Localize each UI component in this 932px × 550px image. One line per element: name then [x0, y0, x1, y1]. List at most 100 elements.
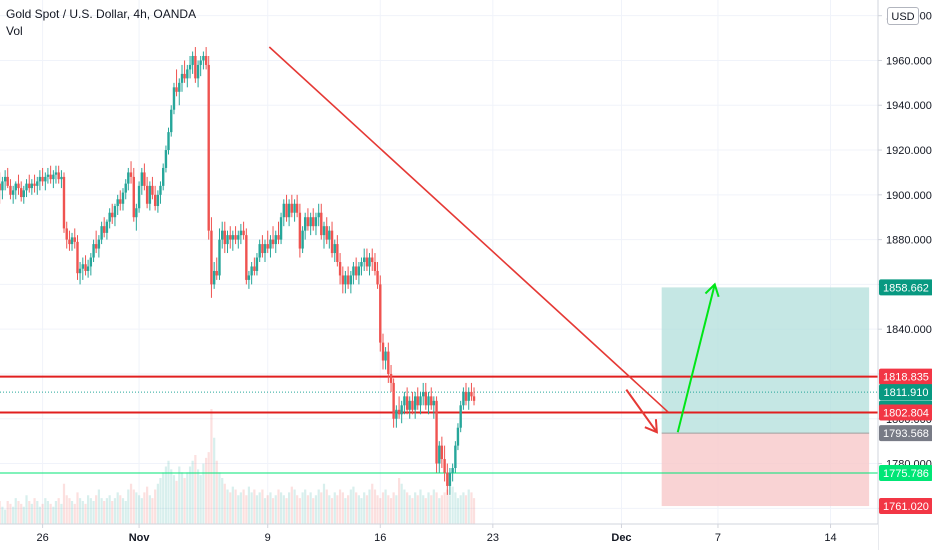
volume-bar: [25, 495, 28, 524]
candle-body: [312, 217, 315, 227]
up-arrow-head[interactable]: [704, 282, 720, 298]
volume-label: Vol: [6, 24, 23, 38]
price-tags: 1858.6621818.8351811.91002:40:511802.804…: [879, 279, 932, 515]
candle-body: [298, 212, 302, 249]
drawings[interactable]: [268, 46, 720, 434]
candle-body: [462, 391, 465, 406]
volume-bar: [389, 498, 393, 524]
volume-bar: [408, 495, 411, 524]
candle-body: [20, 188, 23, 198]
time-axis[interactable]: 26Nov91623Dec71421: [0, 523, 932, 550]
candle-body: [403, 396, 406, 406]
volume-bar: [178, 466, 181, 524]
volume-bar: [247, 486, 251, 524]
candle-body: [448, 472, 452, 486]
volume-bar: [164, 466, 168, 524]
volume-bar: [4, 509, 7, 524]
candle-body: [183, 73, 186, 79]
volume-bar: [81, 501, 84, 524]
horizontal-levels[interactable]: [0, 375, 878, 474]
candle-body: [0, 183, 1, 191]
candle-body: [443, 459, 446, 473]
candle-body: [41, 176, 44, 182]
candle-body: [242, 230, 245, 236]
candle-body: [338, 262, 342, 276]
candle-body: [151, 185, 154, 195]
down-arrow-shaft[interactable]: [625, 389, 658, 433]
up-arrow-shaft[interactable]: [676, 284, 716, 433]
volume-bar: [191, 460, 194, 524]
candle-body: [379, 284, 382, 343]
volume-bar: [330, 498, 334, 524]
volume-bar: [464, 495, 468, 524]
volume-bar: [129, 483, 133, 524]
candle-body: [218, 239, 221, 276]
volume-bar: [234, 489, 237, 524]
volume-bar: [78, 498, 82, 524]
volume-bar: [285, 498, 288, 524]
volume-bar: [62, 483, 66, 524]
volume-bar: [215, 460, 218, 524]
volume-bar: [392, 492, 395, 524]
candle-body: [258, 244, 261, 258]
volume-bars: [0, 409, 476, 524]
currency-button[interactable]: USD: [887, 7, 919, 25]
candle-body: [317, 212, 320, 218]
candle-body: [170, 109, 173, 133]
candle-body: [451, 468, 454, 473]
volume-bar: [258, 492, 261, 524]
candle-body: [30, 183, 34, 189]
volume-bar: [263, 498, 267, 524]
volume-bar: [472, 498, 476, 524]
volume-bar: [357, 495, 360, 524]
candle-body: [3, 176, 7, 182]
volume-bar: [52, 506, 55, 524]
profit-zone[interactable]: [661, 287, 870, 434]
candle-body: [226, 235, 229, 245]
volume-bar: [344, 498, 347, 524]
price-tick-label: 1920.000: [886, 145, 932, 157]
candle-body: [178, 82, 181, 92]
volume-bar: [38, 506, 41, 524]
volume-bar: [373, 489, 377, 524]
volume-bar: [271, 498, 275, 524]
volume-bar: [196, 469, 200, 524]
candle-body: [44, 176, 47, 182]
candle-body: [22, 190, 25, 198]
candle-body: [164, 150, 168, 168]
volume-bar: [229, 492, 232, 524]
volume-bar: [312, 498, 315, 524]
candle-body: [113, 206, 117, 218]
candle-body: [435, 400, 438, 464]
volume-bar: [250, 492, 253, 524]
volume-bar: [202, 463, 205, 524]
candle-body: [140, 172, 144, 186]
candle-body: [336, 244, 339, 262]
candle-body: [33, 183, 36, 186]
stop-loss-zone[interactable]: [661, 433, 870, 507]
down-arrow-head[interactable]: [644, 419, 658, 434]
candle-body: [145, 185, 149, 204]
volume-bar: [322, 483, 326, 524]
candle-body: [188, 64, 192, 70]
volume-bar: [317, 489, 320, 524]
candle-body: [89, 257, 93, 267]
volume-bar: [253, 489, 256, 524]
volume-bar: [411, 498, 414, 524]
volume-bar: [274, 495, 277, 524]
volume-bar: [462, 492, 465, 524]
candle-body: [309, 217, 312, 227]
volume-bar: [154, 489, 157, 524]
candle-body: [207, 64, 210, 231]
volume-bar: [9, 503, 12, 524]
volume-bar: [406, 492, 409, 524]
price-tag-label: 1775.786: [883, 468, 929, 480]
volume-bar: [111, 501, 114, 524]
price-tag-label: 1818.835: [883, 372, 929, 384]
trendline[interactable]: [268, 46, 669, 413]
volume-bar: [363, 492, 366, 524]
candle-body: [346, 275, 350, 285]
candle-body: [325, 226, 328, 240]
